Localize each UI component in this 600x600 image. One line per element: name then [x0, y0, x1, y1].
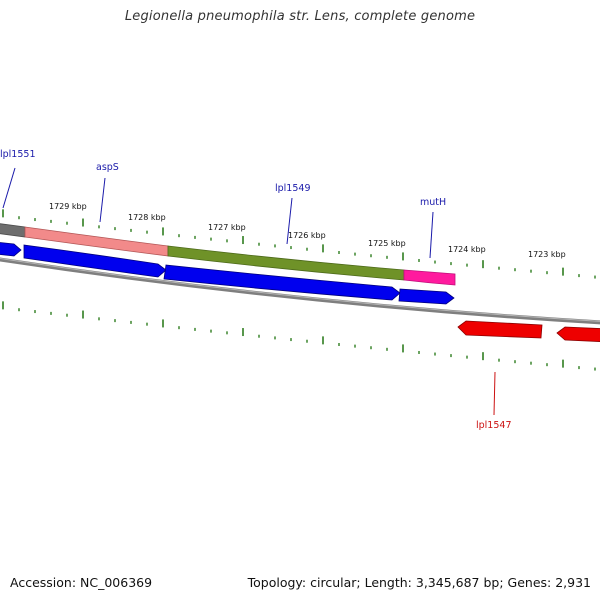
ruler-label-1724: 1724 kbp	[448, 245, 486, 254]
gene-label-lpl1549[interactable]: lpl1549	[275, 183, 311, 194]
feature-track	[0, 223, 456, 286]
ruler-label-1726: 1726 kbp	[288, 231, 326, 240]
gene-label-lpl1547[interactable]: lpl1547	[476, 420, 512, 431]
feature-gray-segment[interactable]	[0, 223, 26, 238]
ruler-label-1725: 1725 kbp	[368, 239, 406, 248]
leader-aspS	[99, 177, 106, 223]
genome-backbone-highlight	[0, 257, 600, 322]
outer-tick-ruler	[2, 209, 596, 279]
forward-strand-genes	[0, 242, 455, 305]
label-leader-lines	[2, 167, 496, 416]
genome-stats-label: Topology: circular; Length: 3,345,687 bp…	[247, 575, 591, 590]
reverse-strand-genes	[457, 320, 600, 342]
ruler-labels: 1729 kbp 1728 kbp 1727 kbp 1726 kbp 1725…	[49, 202, 566, 259]
gene-arrow-forward-mutH[interactable]	[398, 288, 455, 305]
leader-lpl1549	[286, 197, 293, 245]
gene-label-lpl1551[interactable]: lpl1551	[0, 149, 36, 160]
gene-label-aspS[interactable]: aspS	[96, 162, 119, 173]
leader-lpl1551	[2, 167, 16, 209]
gene-label-mutH[interactable]: mutH	[420, 197, 446, 208]
gene-arrow-forward-1[interactable]	[0, 242, 22, 257]
gene-arrow-forward-aspS[interactable]	[23, 244, 167, 278]
accession-label: Accession: NC_006369	[10, 575, 153, 590]
gene-arrow-reverse-lpl1547[interactable]	[457, 320, 543, 339]
ruler-label-1723: 1723 kbp	[528, 250, 566, 259]
leader-mutH	[429, 211, 434, 259]
inner-tick-ruler	[2, 301, 596, 371]
ruler-label-1727: 1727 kbp	[208, 223, 246, 232]
gene-arrow-forward-lpl1549[interactable]	[163, 264, 401, 301]
ruler-label-1728: 1728 kbp	[128, 213, 166, 222]
map-title: Legionella pneumophila str. Lens, comple…	[124, 9, 476, 24]
gene-labels: lpl1551 aspS lpl1549 mutH lpl1547	[0, 149, 512, 431]
genome-backbone	[0, 257, 600, 325]
ruler-label-1729: 1729 kbp	[49, 202, 87, 211]
gene-arrow-reverse-2[interactable]	[556, 326, 600, 342]
feature-mutH[interactable]	[403, 269, 456, 286]
leader-lpl1547	[493, 371, 496, 416]
